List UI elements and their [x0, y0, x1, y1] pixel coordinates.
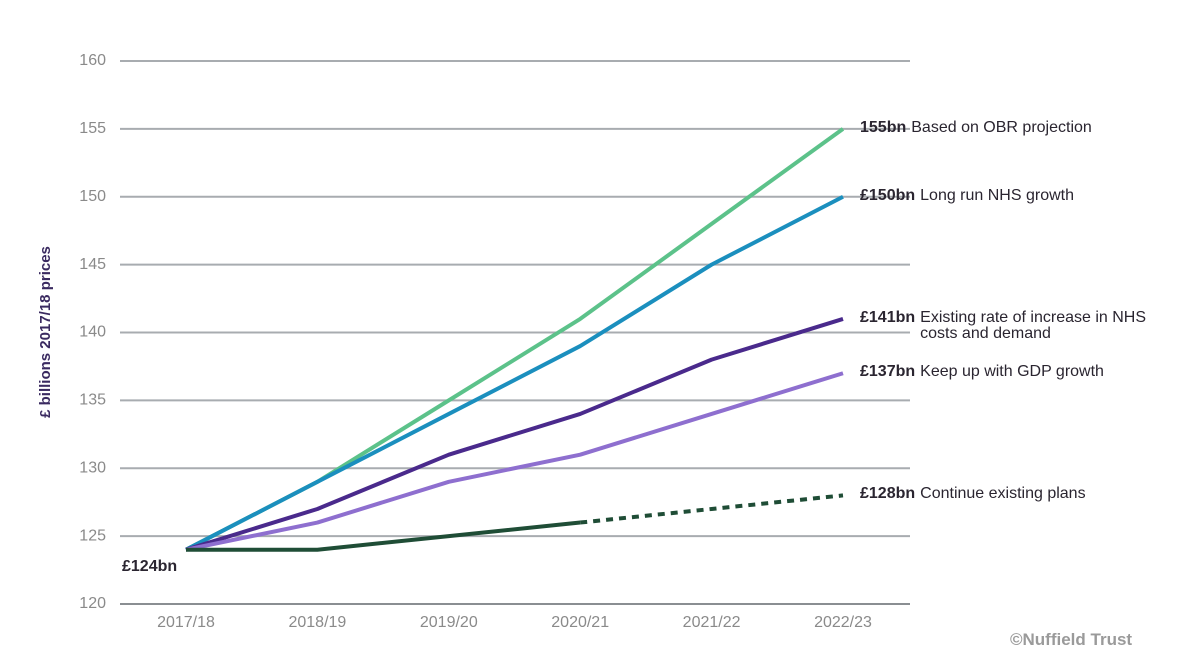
series-line	[185, 127, 845, 552]
series-label: £150bn Long run NHS growth	[860, 186, 1074, 204]
y-tick-label: 135	[79, 392, 106, 409]
series-label: £141bn Existing rate of increase in NHS c…	[860, 308, 1152, 342]
x-tick-label: 2021/22	[683, 614, 741, 631]
y-tick-label: 155	[79, 120, 106, 137]
y-tick-label: 130	[79, 459, 106, 476]
y-tick-label: 145	[79, 256, 106, 273]
series-label: 155bn Based on OBR projection	[860, 118, 1092, 136]
x-tick-label: 2020/21	[551, 614, 609, 631]
legend-entry: Keep up with GDP growth	[920, 363, 1104, 381]
x-tick-label: 2017/18	[157, 614, 215, 631]
end-value-label: £128bn	[860, 485, 916, 503]
legend-entry: Long run NHS growth	[920, 186, 1074, 204]
series-line	[185, 194, 844, 552]
legend-entry: Existing rate of increase in NHS costs a…	[920, 308, 1147, 342]
end-value-label: £141bn	[860, 308, 916, 326]
legend-entry: Based on OBR projection	[911, 118, 1092, 136]
end-value-label: 155bn	[860, 118, 907, 136]
x-tick-label: 2019/20	[420, 614, 478, 631]
y-tick-label: 140	[79, 324, 106, 341]
series-label: £128bn Continue existing plans	[860, 486, 1086, 502]
start-value-label: £124bn	[122, 558, 178, 575]
x-tick-label: 2022/23	[814, 614, 872, 631]
series-label: £137bn Keep up with GDP growth	[860, 364, 1104, 380]
y-tick-label: 150	[79, 188, 106, 205]
end-value-label: £137bn	[860, 363, 916, 381]
series-line	[186, 520, 581, 552]
legend-entry: Continue existing plans	[920, 485, 1086, 503]
y-tick-label: 125	[79, 527, 106, 544]
y-tick-label: 160	[79, 52, 106, 69]
source: ©Nuffield Trust	[1010, 630, 1133, 649]
grid	[120, 60, 910, 605]
series-line	[185, 371, 844, 552]
series-line	[579, 493, 844, 525]
series-line	[185, 317, 844, 552]
x-tick-label: 2018/19	[288, 614, 346, 631]
end-value-label: £150bn	[860, 186, 916, 204]
y-tick-label: 120	[79, 595, 106, 612]
y-axis-label: £ billions 2017/18 prices	[37, 246, 54, 418]
